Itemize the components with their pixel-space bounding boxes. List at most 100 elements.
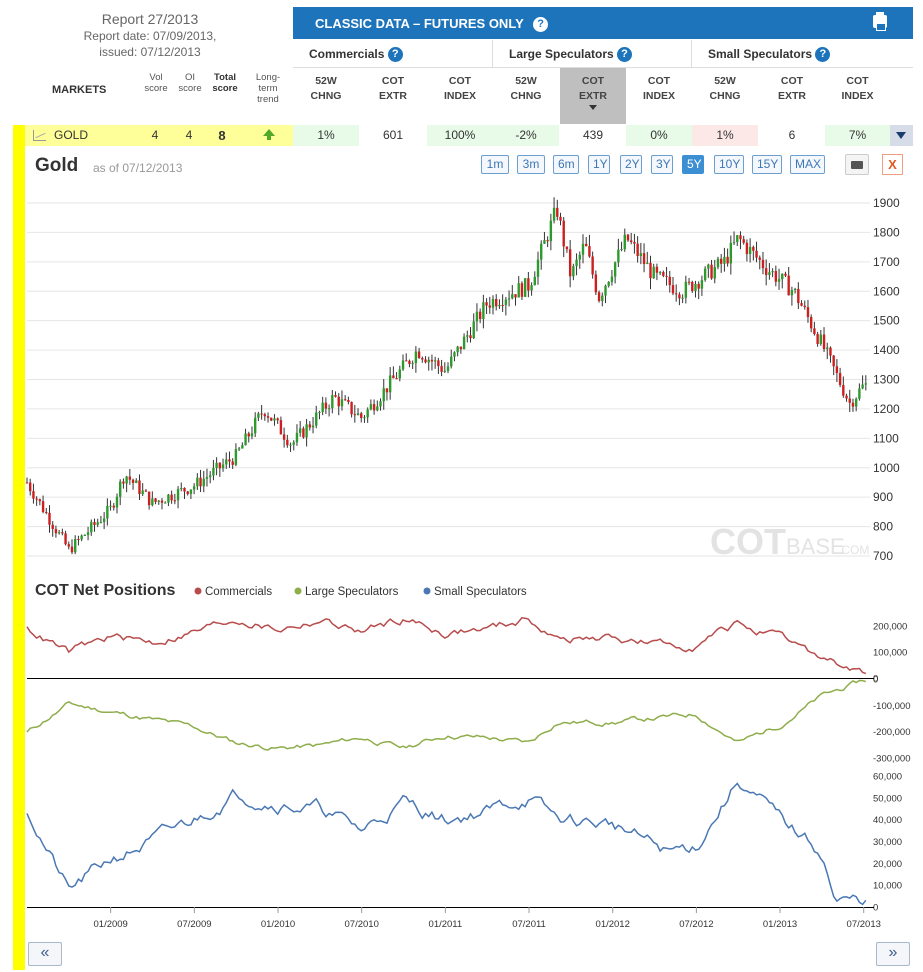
candle-body [41,501,45,512]
candle-body [257,413,260,418]
long-term-trend-header[interactable]: Long- term trend [248,72,288,105]
column-header[interactable]: 52W CHNG [493,68,559,124]
scroll-back-button[interactable]: « [28,942,62,966]
header-line: Vol [149,72,163,83]
range-button[interactable]: 10Y [714,155,744,174]
cot-tick-label: 0 [873,675,878,686]
candle-body [67,544,70,547]
candle-body [253,417,257,434]
candle-body [125,476,128,484]
column-header[interactable]: COT EXTR [560,68,626,124]
header-line: EXTR [777,90,806,102]
candle-body [517,283,520,298]
candle-body [282,434,286,440]
market-name[interactable]: GOLD [54,128,89,142]
expand-row-button[interactable] [890,125,913,146]
range-button[interactable]: 6m [553,155,579,174]
candle-body [719,258,723,264]
candle-body [93,522,96,525]
total-score: 8 [218,128,226,143]
chart-close-button[interactable]: X [882,154,903,175]
oi-score: 4 [185,128,193,142]
column-header[interactable]: COT INDEX [825,68,890,124]
range-button[interactable]: 2Y [620,155,642,174]
cot-tick-label: -200,000 [873,727,911,738]
data-cell: 1% [692,125,758,146]
column-header[interactable]: COT EXTR [360,68,426,124]
candle-body [546,240,549,242]
column-header[interactable]: 52W CHNG [293,68,359,124]
cot-tick-label: 200,000 [873,622,907,633]
classic-data-title-text: CLASSIC DATA – FUTURES ONLY [315,16,524,31]
candle-body [601,295,604,301]
range-button[interactable]: 1m [481,155,509,174]
column-header[interactable]: COT EXTR [759,68,825,124]
table-row[interactable]: GOLD 4 4 8 1% 601 100% -2% 439 0% 1% 6 7% [25,125,913,146]
candle-body [764,268,768,275]
range-button[interactable]: 3Y [651,155,673,174]
candle-body [25,482,29,484]
watermark: COT BASE .COM [710,521,869,562]
candle-body [366,409,369,418]
candle-body [533,276,536,286]
oi-score-header[interactable]: OI score [176,72,204,94]
scroll-forward-button[interactable]: » [876,942,910,966]
help-icon[interactable]: ? [533,17,549,33]
candle-body [511,294,514,299]
range-button[interactable]: 15Y [752,155,782,174]
help-icon[interactable]: ? [815,47,831,63]
candle-body [684,281,688,298]
candle-body [861,384,864,389]
legend-label: Small Speculators [434,586,527,598]
total-score-header[interactable]: Total score [208,72,242,94]
candle-body [478,311,482,320]
header-line: Long- [255,72,281,83]
candle-body [610,276,614,282]
range-button[interactable]: 1Y [588,155,610,174]
chart-icon[interactable] [33,130,46,141]
candle-body [774,271,778,282]
candle-body [45,511,48,513]
range-button[interactable]: 3m [517,155,545,174]
candle-body [459,346,463,350]
vol-score-header[interactable]: Vol score [142,72,170,94]
candle-body [803,305,806,308]
header-line: score [212,83,238,94]
candle-body [433,360,437,362]
candle-body [707,264,710,269]
candle-body [421,357,424,360]
help-icon[interactable]: ? [387,47,403,63]
candle-body [347,399,350,402]
candle-body [613,262,617,277]
candle-body [160,500,164,503]
help-icon[interactable]: ? [617,47,633,63]
candle-body [244,433,247,446]
candle-body [591,256,594,275]
candle-body [819,334,823,344]
cot-tick-label: 0 [873,903,878,914]
range-button[interactable]: MAX [790,155,825,174]
report-info: Report 27/2013 Report date: 07/09/2013, … [30,10,270,60]
candle-body [90,522,93,533]
candle-body [170,494,173,501]
column-header[interactable]: COT INDEX [427,68,493,124]
range-button[interactable]: 5Y [682,155,704,174]
candle-body [858,388,861,399]
candle-body [437,360,440,367]
header-line: INDEX [443,90,477,102]
candle-body [646,262,649,265]
date-tick-label: 01/2010 [261,919,295,930]
cot-tick-label: 0 [873,674,878,685]
candle-body [343,399,347,401]
column-header[interactable]: 52W CHNG [692,68,758,124]
print-icon[interactable] [873,12,887,31]
cot-tick-label: -300,000 [873,754,911,765]
chart-print-button[interactable] [845,154,869,175]
data-cell: 0% [626,125,692,146]
candle-body [854,398,858,407]
candle-body [809,317,813,329]
column-header[interactable]: COT INDEX [626,68,692,124]
candle-body [761,259,765,269]
candle-body [279,420,283,435]
